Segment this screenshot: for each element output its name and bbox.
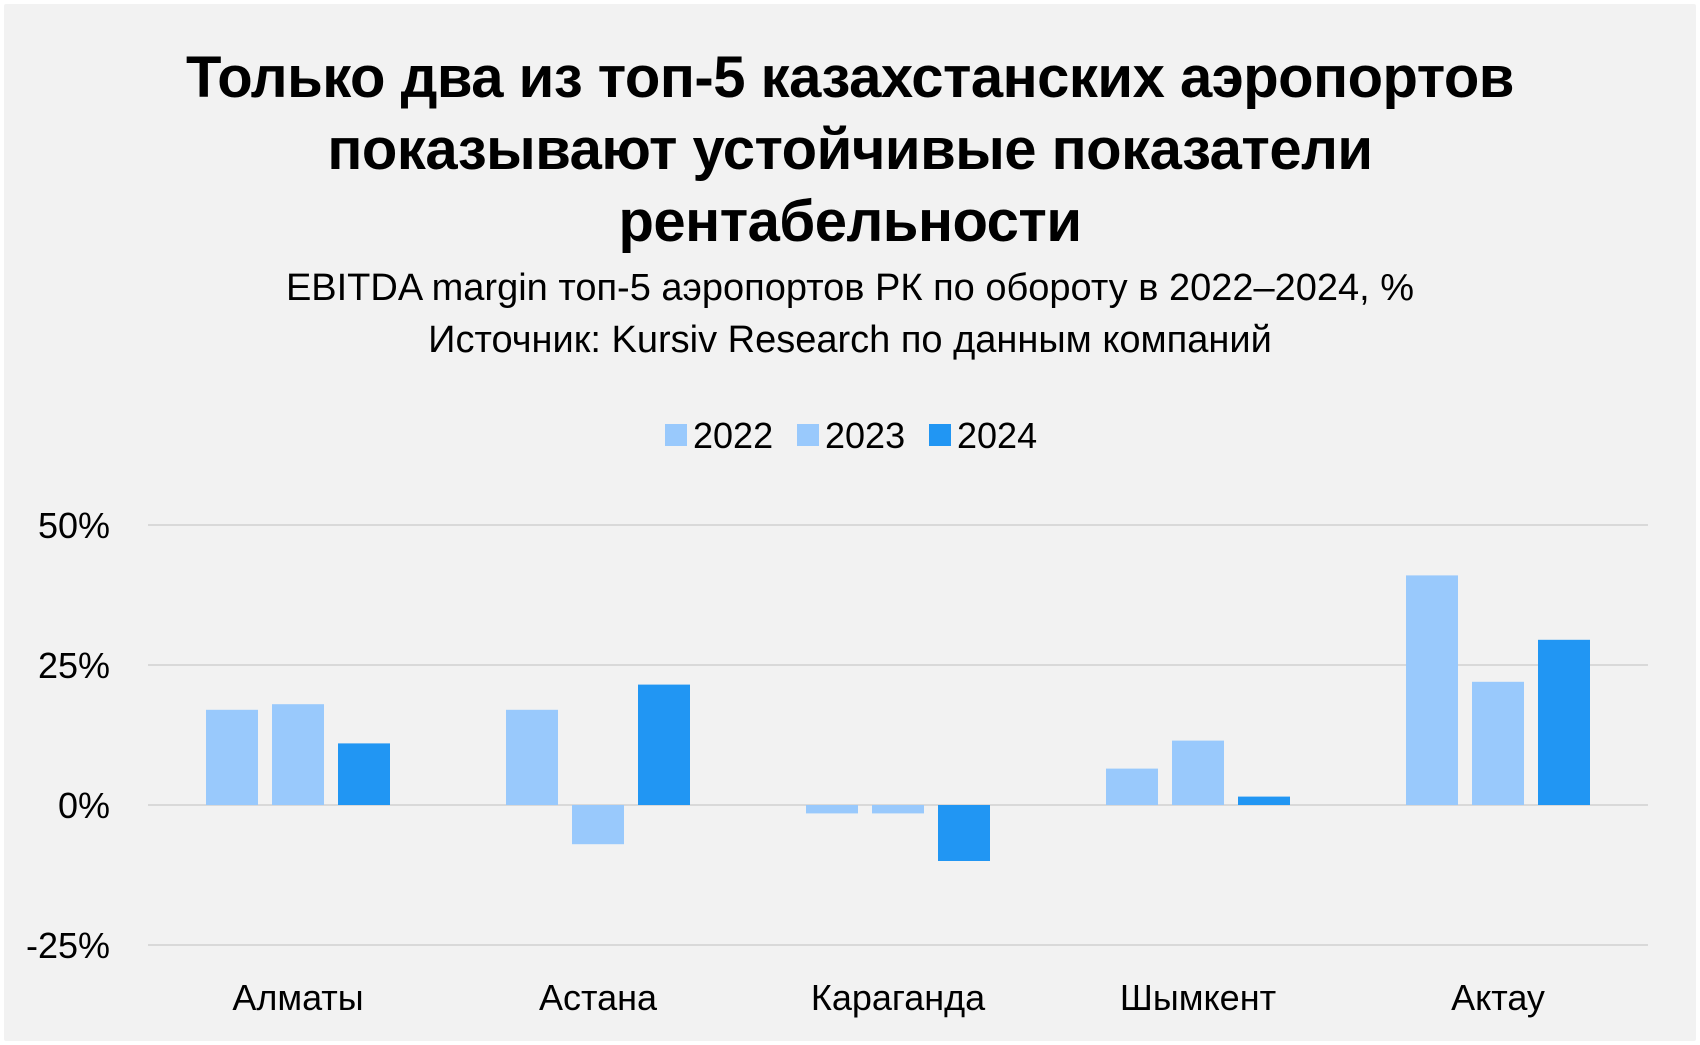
- y-tick-label: 0%: [58, 785, 110, 826]
- chart-title-line: рентабельности: [618, 189, 1082, 254]
- legend-swatch-2023: [797, 424, 819, 446]
- x-tick-label: Шымкент: [1120, 977, 1276, 1018]
- y-tick-label: 25%: [38, 645, 110, 686]
- chart-subtitle-block: EBITDA margin топ-5 аэропортов РК по обо…: [0, 262, 1700, 366]
- chart-title-line: Только два из топ-5 казахстанских аэропо…: [186, 45, 1514, 110]
- bar-2022: [1406, 575, 1458, 805]
- legend-swatch-2022: [665, 424, 687, 446]
- chart-title-line: показывают устойчивые показатели: [327, 117, 1373, 182]
- bar-2023: [572, 805, 624, 845]
- x-tick-label: Алматы: [232, 977, 363, 1018]
- bar-2024: [638, 684, 690, 805]
- bar-2024: [1238, 796, 1290, 805]
- bar-2022: [806, 805, 858, 814]
- chart-subtitle: EBITDA margin топ-5 аэропортов РК по обо…: [285, 267, 1415, 309]
- x-tick-label: Караганда: [811, 977, 986, 1018]
- legend-label: 2022: [693, 415, 773, 456]
- bar-2024: [338, 743, 390, 805]
- bar-2022: [506, 709, 558, 805]
- bar-2024: [1538, 639, 1590, 805]
- legend-label: 2023: [825, 415, 905, 456]
- chart-background: [4, 4, 1696, 1041]
- chart-title: Только два из топ-5 казахстанских аэропо…: [0, 42, 1700, 258]
- y-tick-label: -25%: [26, 925, 110, 966]
- legend-label: 2024: [957, 415, 1037, 456]
- bar-2023: [1472, 681, 1524, 805]
- x-tick-label: Астана: [539, 977, 658, 1018]
- bar-2022: [1106, 768, 1158, 805]
- legend-swatch-2024: [929, 424, 951, 446]
- bar-2023: [272, 704, 324, 805]
- y-tick-label: 50%: [38, 505, 110, 546]
- bar-2024: [938, 805, 990, 861]
- bar-2022: [206, 709, 258, 805]
- x-tick-label: Актау: [1451, 977, 1545, 1018]
- bar-2023: [1172, 740, 1224, 805]
- bar-2023: [872, 805, 924, 814]
- chart-source: Источник: Kursiv Research по данным комп…: [428, 319, 1272, 361]
